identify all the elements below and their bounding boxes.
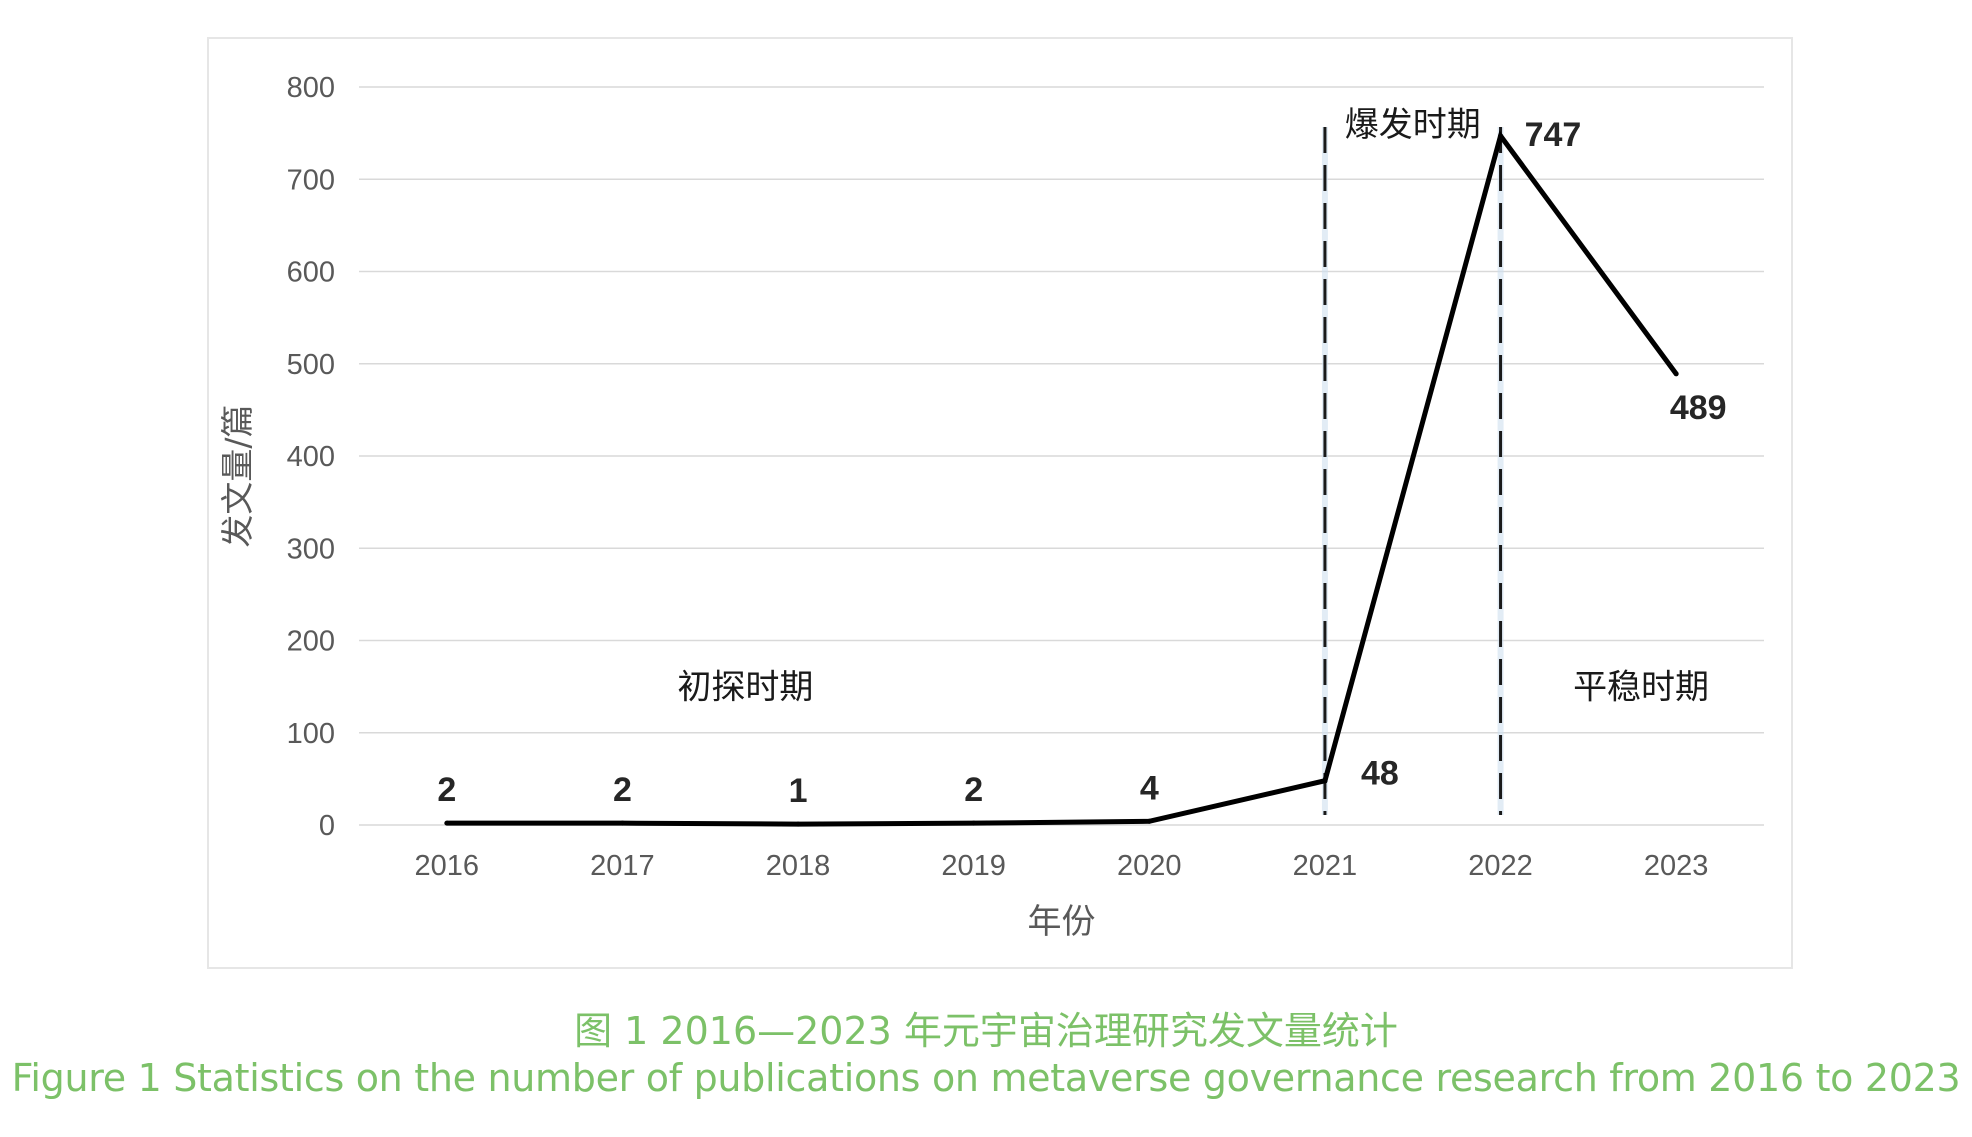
data-label-2023: 489 <box>1670 389 1727 427</box>
data-label-2020: 4 <box>1140 769 1159 807</box>
y-tick-label-200: 200 <box>287 626 335 658</box>
data-label-2017: 2 <box>613 771 632 809</box>
y-tick-label-700: 700 <box>287 164 335 196</box>
y-axis-title: 发文量/篇 <box>218 404 257 547</box>
data-label-2019: 2 <box>964 771 983 809</box>
y-tick-label-800: 800 <box>287 72 335 104</box>
data-label-2021: 48 <box>1361 755 1399 793</box>
data-labels: 2 2 1 2 4 48 747 489 <box>437 116 1726 810</box>
data-point-2017 <box>619 820 625 826</box>
x-tick-label-2017: 2017 <box>590 850 655 882</box>
x-tick-label-2016: 2016 <box>415 850 480 882</box>
data-label-2018: 1 <box>789 772 808 810</box>
y-tick-label-100: 100 <box>287 718 335 750</box>
phase-annotation-1: 初探时期 <box>677 668 813 708</box>
x-axis-title: 年份 <box>1028 902 1096 942</box>
y-tick-label-500: 500 <box>287 349 335 381</box>
x-tick-label-2023: 2023 <box>1644 850 1709 882</box>
phase-annotation-2: 爆发时期 <box>1345 105 1481 145</box>
y-tick-label-300: 300 <box>287 533 335 565</box>
figure-caption-english: Figure 1 Statistics on the number of pub… <box>11 1056 1961 1100</box>
chart-frame: 0 100 200 300 400 500 600 700 800 2016 2017 2018 20… <box>207 37 1793 969</box>
series-line <box>444 130 1679 827</box>
x-axis-ticks: 2016 2017 2018 2019 2020 2021 2022 2023 <box>415 850 1709 882</box>
x-tick-label-2018: 2018 <box>766 850 831 882</box>
x-tick-label-2022: 2022 <box>1468 850 1533 882</box>
y-axis-ticks: 0 100 200 300 400 500 600 700 800 <box>287 72 335 842</box>
x-tick-label-2021: 2021 <box>1293 850 1358 882</box>
gridlines <box>359 86 1764 826</box>
phase-dividers <box>1321 127 1504 815</box>
series-line-0 <box>446 130 1679 827</box>
x-tick-label-2020: 2020 <box>1117 850 1182 882</box>
data-point-2016 <box>444 820 450 826</box>
data-label-2022: 747 <box>1525 116 1582 154</box>
data-point-2019 <box>971 820 977 826</box>
data-point-2018 <box>795 821 801 827</box>
y-tick-label-0: 0 <box>319 810 335 842</box>
y-tick-label-400: 400 <box>287 441 335 473</box>
x-tick-label-2019: 2019 <box>941 850 1006 882</box>
data-point-2022 <box>1498 133 1504 139</box>
data-point-2021 <box>1322 778 1328 784</box>
y-tick-label-600: 600 <box>287 257 335 289</box>
phase-annotation-3: 平稳时期 <box>1573 668 1709 708</box>
data-point-2023 <box>1673 371 1679 377</box>
figure-caption-chinese: 图 1 2016—2023 年元宇宙治理研究发文量统计 <box>574 1009 1398 1053</box>
data-label-2016: 2 <box>437 771 456 809</box>
data-point-2020 <box>1146 818 1152 824</box>
